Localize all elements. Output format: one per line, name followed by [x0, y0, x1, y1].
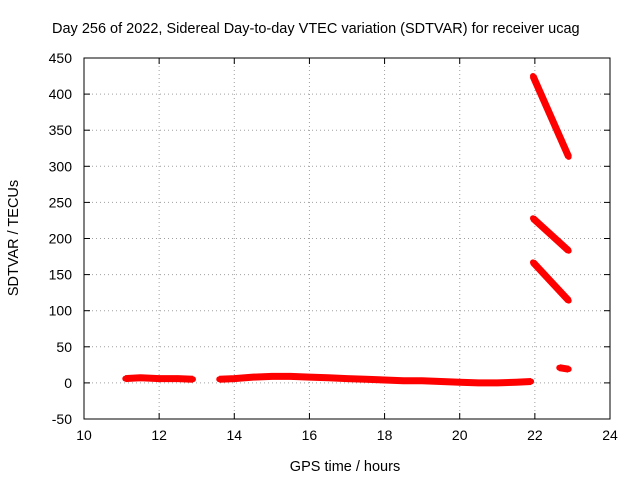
x-axis-label: GPS time / hours [290, 459, 400, 475]
data-point [306, 374, 313, 381]
data-point [565, 297, 572, 304]
series-line-5 [530, 259, 572, 303]
y-tick-label: 300 [49, 158, 73, 174]
y-axis-label: SDTVAR / TECUs [6, 180, 22, 296]
data-point [344, 375, 350, 382]
y-tick-label: 200 [49, 231, 73, 247]
data-point [325, 374, 332, 381]
data-point [529, 73, 536, 80]
data-point [565, 366, 572, 373]
x-tick-label: 22 [527, 427, 543, 443]
y-tick-label: 450 [49, 50, 73, 66]
data-point [494, 379, 501, 386]
data-point [556, 364, 563, 371]
data-point [529, 259, 536, 266]
y-tick-label: 150 [49, 267, 73, 283]
chart-title: Day 256 of 2022, Sidereal Day-to-day VTE… [52, 21, 580, 37]
data-point [189, 376, 196, 383]
x-tick-label: 20 [452, 427, 468, 443]
plot-frame [83, 57, 611, 420]
y-tick-label: 100 [49, 303, 73, 319]
y-tick-label: 0 [64, 375, 72, 391]
series-group [122, 73, 572, 387]
series-line-2 [219, 372, 532, 387]
data-point [513, 379, 520, 386]
data-point [456, 379, 463, 386]
x-tick-label: 12 [151, 427, 167, 443]
x-tick-label: 16 [302, 427, 318, 443]
x-tick-label: 24 [602, 427, 618, 443]
data-point [381, 377, 388, 384]
data-point [174, 375, 181, 382]
data-point [565, 153, 572, 160]
axis-ticks: 10 12 14 16 18 20 22 24 -50 0 50 100 150 200 250 300 350… [49, 50, 618, 443]
data-point [287, 373, 294, 380]
data-point [419, 377, 426, 384]
data-point [475, 379, 482, 386]
x-tick-label: 18 [377, 427, 393, 443]
grid [84, 58, 610, 419]
data-point [565, 247, 572, 254]
series-line-4 [530, 215, 572, 254]
data-point [528, 378, 535, 385]
data-point [529, 215, 536, 222]
data-point [156, 375, 163, 382]
y-tick-label: 250 [49, 194, 73, 210]
y-tick-label: 400 [49, 86, 73, 102]
x-tick-label: 10 [76, 427, 92, 443]
data-point [268, 373, 275, 380]
y-tick-label: 50 [56, 339, 72, 355]
data-point [362, 376, 369, 383]
y-tick-label: -50 [52, 411, 72, 427]
data-point [231, 375, 238, 382]
data-point [122, 375, 129, 382]
data-point [250, 374, 257, 381]
data-point [216, 376, 223, 383]
data-point [437, 378, 444, 385]
data-point [137, 374, 144, 381]
data-point [400, 377, 407, 384]
series-line-3 [529, 74, 572, 159]
x-tick-label: 14 [226, 427, 242, 443]
y-tick-label: 350 [49, 122, 73, 138]
